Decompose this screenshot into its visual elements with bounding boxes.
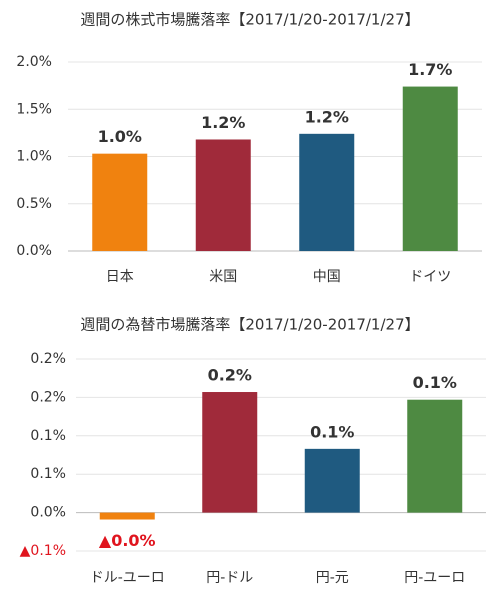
y-tick-label: 0.2% xyxy=(30,389,66,405)
x-tick-label: 米国 xyxy=(209,269,237,285)
y-tick-label: 0.1% xyxy=(30,466,66,482)
chart-title: 週間の為替市場騰落率【2017/1/20-2017/1/27】 xyxy=(80,316,419,334)
x-tick-label: ドル-ユーロ xyxy=(90,570,165,586)
bar xyxy=(195,139,251,251)
x-tick-label: 円-ユーロ xyxy=(404,570,465,586)
y-tick-label: ▲0.1% xyxy=(20,543,66,559)
x-tick-label: 日本 xyxy=(106,269,134,285)
y-tick-label: 0.0% xyxy=(30,505,66,521)
bar xyxy=(304,448,360,513)
value-label: 0.1% xyxy=(310,422,354,441)
bar xyxy=(402,86,458,251)
x-tick-label: 円-ドル xyxy=(206,570,253,586)
y-tick-label: 0.5% xyxy=(16,196,52,212)
y-tick-label: 2.0% xyxy=(16,54,52,70)
value-label: 1.0% xyxy=(98,127,142,146)
value-label: 1.2% xyxy=(201,113,245,132)
y-tick-label: 1.5% xyxy=(16,101,52,117)
chart-title: 週間の株式市場騰落率【2017/1/20-2017/1/27】 xyxy=(80,11,419,29)
y-tick-label: 0.1% xyxy=(30,428,66,444)
value-label: 1.7% xyxy=(408,60,452,79)
value-label: 0.1% xyxy=(413,373,457,392)
x-tick-label: 円-元 xyxy=(316,570,349,586)
y-tick-label: 0.0% xyxy=(16,243,52,259)
bar xyxy=(202,392,258,513)
bar xyxy=(92,153,148,251)
y-tick-label: 1.0% xyxy=(16,149,52,165)
y-tick-label: 0.2% xyxy=(30,351,66,367)
bar xyxy=(407,399,463,513)
bar xyxy=(299,133,355,251)
value-label: 0.2% xyxy=(208,366,252,385)
value-label: ▲0.0% xyxy=(99,531,156,550)
value-label: 1.2% xyxy=(305,107,349,126)
x-tick-label: 中国 xyxy=(313,269,341,285)
bar xyxy=(99,512,155,520)
x-tick-label: ドイツ xyxy=(409,269,451,285)
